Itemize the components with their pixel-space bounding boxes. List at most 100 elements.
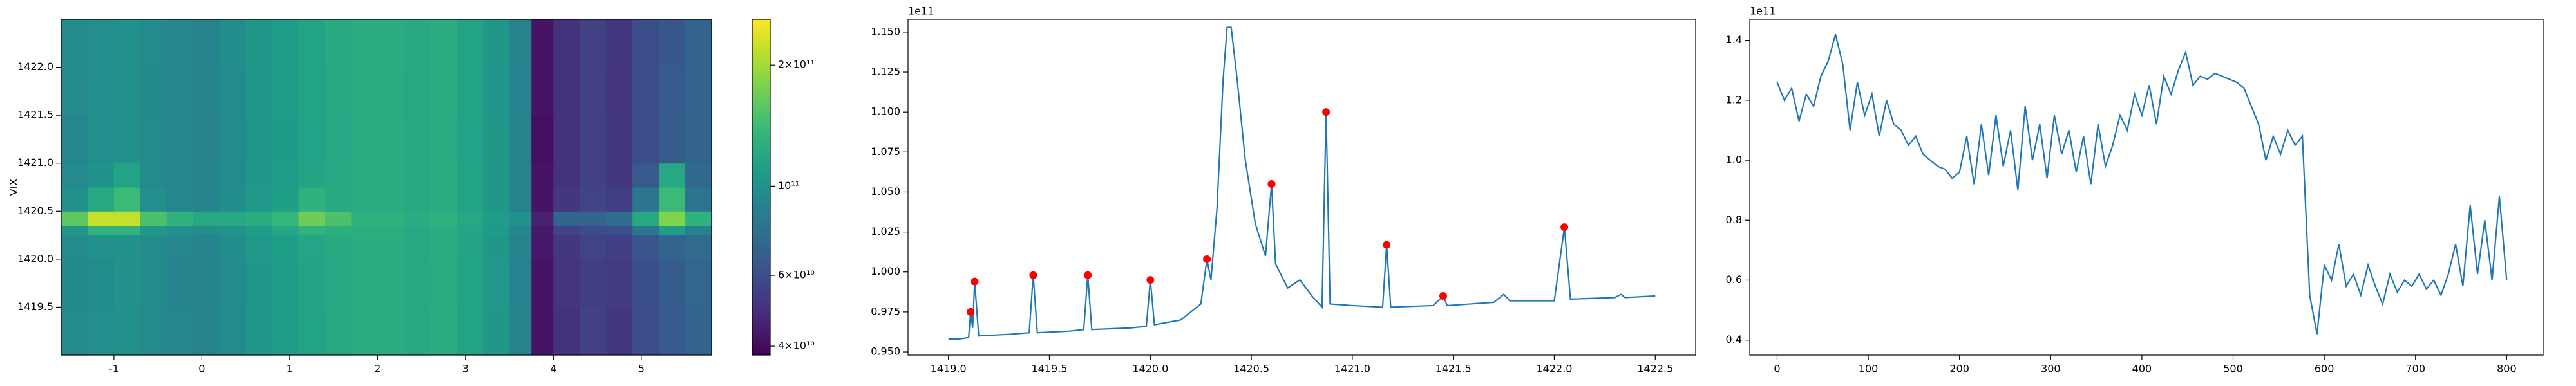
heatmap-cell: [632, 163, 659, 188]
heatmap-cell: [245, 259, 273, 308]
heatmap-cell: [430, 307, 457, 356]
heatmap-cell: [580, 235, 607, 260]
heatmap-cell: [140, 307, 167, 356]
heatmap-cell: [685, 211, 712, 226]
heatmap-cell: [245, 211, 273, 226]
y-tick-label: 1.000: [871, 265, 900, 277]
heatmap-cell: [87, 19, 115, 68]
y-tick-label: 1.025: [871, 225, 900, 237]
heatmap-cell: [509, 225, 532, 236]
heatmap-cell: [219, 19, 247, 68]
heatmap-cell: [351, 259, 378, 308]
heatmap-cell: [531, 19, 554, 68]
heatmap-cell: [659, 259, 686, 308]
y-tick-label: 0.4: [1726, 333, 1742, 345]
heatmap-cell: [404, 19, 431, 68]
x-tick-label: 1421.5: [1435, 363, 1472, 375]
heatmap-cell: [219, 67, 247, 116]
heatmap-cell: [685, 259, 712, 308]
heatmap-cell: [351, 235, 378, 260]
heatmap-cell: [580, 225, 607, 236]
heatmap-cell: [113, 19, 141, 68]
heatmap-cell: [325, 211, 352, 226]
heatmap-cell: [166, 235, 194, 260]
heatmap-cell: [457, 211, 484, 226]
x-tick-label: 2: [374, 363, 381, 375]
x-tick-label: 600: [2315, 363, 2334, 375]
heatmap-cell: [377, 235, 404, 260]
heatmap-cell: [245, 19, 273, 68]
heatmap-cell: [298, 307, 325, 356]
heatmap-cell: [404, 259, 431, 308]
heatmap-cell: [377, 307, 404, 356]
heatmap-cell: [245, 235, 273, 260]
y-tick-label: 1.050: [871, 185, 900, 198]
heatmap-cell: [272, 225, 299, 236]
heatmap-cell: [659, 225, 686, 236]
heatmap-cell: [606, 115, 633, 164]
y-tick-label: 0.950: [871, 345, 900, 358]
heatmap-cell: [404, 211, 431, 226]
heatmap-cell: [430, 259, 457, 308]
heatmap-cell: [457, 19, 484, 68]
heatmap-cell: [509, 259, 532, 308]
heatmap-cell: [113, 259, 141, 308]
x-tick-label: 3: [462, 363, 469, 375]
colorbar-tick-label: 2×10¹¹: [778, 59, 815, 71]
heatmap-cell: [483, 211, 510, 226]
heatmap-cell: [272, 211, 299, 226]
heatmap-cell: [483, 235, 510, 260]
heatmap-cell: [606, 163, 633, 188]
heatmap-cell: [325, 307, 352, 356]
y-tick-label: 1.150: [871, 25, 900, 37]
heatmap-cell: [298, 67, 325, 116]
heatmap-cell: [193, 307, 220, 356]
heatmap-cell: [553, 115, 580, 164]
x-tick-label: 200: [1949, 363, 1969, 375]
y-axis-label: VIX: [8, 179, 20, 196]
heatmap-cell: [113, 115, 141, 164]
heatmap-cell: [272, 307, 299, 356]
heatmap-cell: [61, 163, 88, 188]
heatmap-cell: [553, 259, 580, 308]
heatmap-cell: [113, 67, 141, 116]
heatmap-cell: [140, 235, 167, 260]
heatmap-cell: [61, 19, 88, 68]
heatmap-cell: [659, 67, 686, 116]
heatmap-cell: [87, 67, 115, 116]
heatmap-cell: [166, 19, 194, 68]
heatmap-cell: [509, 19, 532, 68]
heatmap-cell: [351, 211, 378, 226]
heatmap-cell: [219, 235, 247, 260]
heatmap-cell: [404, 163, 431, 188]
heatmap-cell: [483, 259, 510, 308]
heatmap-cell: [166, 67, 194, 116]
y-tick-label: 1421.5: [17, 109, 53, 121]
y-tick-label: 0.8: [1726, 214, 1742, 226]
heatmap-cell: [193, 235, 220, 260]
heatmap-cell: [580, 67, 607, 116]
heatmap-cell: [166, 115, 194, 164]
y-tick-label: 1420.5: [17, 205, 53, 217]
y-tick-label: 1.0: [1726, 154, 1742, 166]
x-tick-label: 1419.5: [1032, 363, 1068, 375]
heatmap-cell: [61, 307, 88, 356]
heatmap-cell: [553, 67, 580, 116]
x-tick-label: 1420.0: [1132, 363, 1168, 375]
x-tick-label: 700: [2405, 363, 2425, 375]
heatmap-cell: [298, 115, 325, 164]
heatmap-cell: [632, 67, 659, 116]
heatmap-cell: [87, 163, 115, 188]
heatmap-cell: [404, 115, 431, 164]
heatmap-cell: [325, 19, 352, 68]
heatmap-cell: [298, 19, 325, 68]
heatmap-cell: [606, 211, 633, 226]
heatmap-cell: [193, 115, 220, 164]
heatmap-cell: [580, 115, 607, 164]
heatmap-cell: [483, 225, 510, 236]
heatmap-cell: [193, 67, 220, 116]
heatmap-cell: [61, 225, 88, 236]
heatmap-cell: [87, 115, 115, 164]
peak-marker: [1560, 223, 1569, 232]
